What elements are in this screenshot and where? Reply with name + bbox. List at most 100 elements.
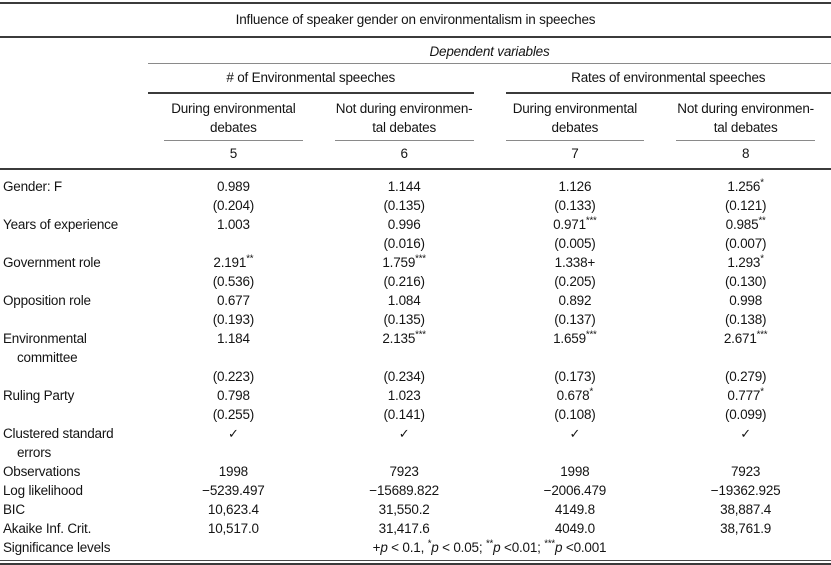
coefficient-value: 2.135***	[319, 329, 490, 367]
table-row: Opposition role 0.677 1.084 0.892 0.998	[0, 291, 831, 310]
standard-error: (0.135)	[319, 196, 490, 215]
standard-error: (0.108)	[490, 405, 661, 424]
checkmark-icon: ✓	[319, 424, 490, 462]
stat-value: 4049.0	[490, 519, 661, 538]
stat-value: −19362.925	[660, 481, 831, 500]
coefficient-value: 2.191**	[148, 253, 319, 272]
coefficient-value: 1.003	[148, 215, 319, 234]
column-number-cell: 6	[319, 139, 490, 169]
standard-error: (0.279)	[660, 367, 831, 386]
spacer-cell	[0, 234, 148, 253]
spacer-cell	[0, 94, 148, 139]
coefficient-value: 1.184	[148, 329, 319, 367]
standard-error-row: (0.016) (0.005) (0.007)	[0, 234, 831, 253]
coefficient-value: 2.671***	[660, 329, 831, 367]
standard-error-row: (0.255) (0.141) (0.108) (0.099)	[0, 405, 831, 424]
coefficient-value: 1.293*	[660, 253, 831, 272]
standard-error: (0.133)	[490, 196, 661, 215]
spacer-cell	[0, 139, 148, 169]
table-row: Log likelihood −5239.497 −15689.822 −200…	[0, 481, 831, 500]
table-row: Akaike Inf. Crit. 10,517.0 31,417.6 4049…	[0, 519, 831, 538]
coefficient-value: 1.084	[319, 291, 490, 310]
standard-error-row: (0.536) (0.216) (0.205) (0.130)	[0, 272, 831, 291]
column-number-8: 8	[676, 140, 815, 168]
standard-error: (0.141)	[319, 405, 490, 424]
standard-error: (0.536)	[148, 272, 319, 291]
column-number-7: 7	[506, 140, 645, 168]
row-label: Log likelihood	[0, 481, 148, 500]
results-table: Influence of speaker gender on environme…	[0, 4, 831, 561]
coefficient-value: 0.998	[660, 291, 831, 310]
coefficient-value: 1.659***	[490, 329, 661, 367]
stat-value: −15689.822	[319, 481, 490, 500]
coefficient-value: 1.338+	[490, 253, 661, 272]
coefficient-value: 0.678*	[490, 386, 661, 405]
coefficient-value: 0.892	[490, 291, 661, 310]
standard-error: (0.255)	[148, 405, 319, 424]
standard-error: (0.137)	[490, 310, 661, 329]
standard-error	[148, 234, 319, 253]
table-title-row: Influence of speaker gender on environme…	[0, 4, 831, 37]
coefficient-value: 0.985**	[660, 215, 831, 234]
significance-note: +p < 0.1, *p < 0.05; **p <0.01; ***p <0.…	[148, 538, 831, 561]
coefficient-value: 0.677	[148, 291, 319, 310]
group-header-counts: # of Environmental speeches	[148, 64, 490, 95]
row-label: Government role	[0, 253, 148, 272]
coefficient-value: 1.256*	[660, 169, 831, 196]
standard-error: (0.005)	[490, 234, 661, 253]
column-number-6: 6	[335, 140, 474, 168]
group-header-row: # of Environmental speeches Rates of env…	[0, 64, 831, 95]
table-row: Ruling Party 0.798 1.023 0.678* 0.777*	[0, 386, 831, 405]
group-header-counts-label: # of Environmental speeches	[148, 68, 474, 94]
dependent-variables-row: Dependent variables	[0, 37, 831, 64]
coefficient-value: 1.126	[490, 169, 661, 196]
standard-error: (0.099)	[660, 405, 831, 424]
standard-error: (0.173)	[490, 367, 661, 386]
standard-error: (0.135)	[319, 310, 490, 329]
dependent-variables-label: Dependent variables	[148, 37, 831, 64]
row-label: Ruling Party	[0, 386, 148, 405]
row-label: Gender: F	[0, 169, 148, 196]
standard-error: (0.016)	[319, 234, 490, 253]
spacer-cell	[0, 196, 148, 215]
column-number-5: 5	[164, 140, 303, 168]
spacer-cell	[0, 367, 148, 386]
stat-value: 10,623.4	[148, 500, 319, 519]
stat-value: −2006.479	[490, 481, 661, 500]
coefficient-value: 0.996	[319, 215, 490, 234]
column-header-7: During environmental debates	[490, 94, 661, 139]
row-label: BIC	[0, 500, 148, 519]
spacer-cell	[0, 310, 148, 329]
column-header-6: Not during environmen- tal debates	[319, 94, 490, 139]
column-header-5: During environmental debates	[148, 94, 319, 139]
column-header-row: During environmental debates Not during …	[0, 94, 831, 139]
stat-value: 10,517.0	[148, 519, 319, 538]
coefficient-value: 0.777*	[660, 386, 831, 405]
group-header-rates-label: Rates of environmental speeches	[506, 68, 831, 94]
standard-error-row: (0.223) (0.234) (0.173) (0.279)	[0, 367, 831, 386]
standard-error-row: (0.204) (0.135) (0.133) (0.121)	[0, 196, 831, 215]
column-number-row: 5 6 7 8	[0, 139, 831, 169]
column-header-8: Not during environmen- tal debates	[660, 94, 831, 139]
standard-error: (0.205)	[490, 272, 661, 291]
table-row: Government role 2.191** 1.759*** 1.338+ …	[0, 253, 831, 272]
stat-value: 1998	[148, 462, 319, 481]
spacer-cell	[0, 405, 148, 424]
row-label: Environmental committee	[0, 329, 148, 367]
coefficient-value: 0.798	[148, 386, 319, 405]
significance-row: Significance levels +p < 0.1, *p < 0.05;…	[0, 538, 831, 561]
standard-error: (0.216)	[319, 272, 490, 291]
checkmark-icon: ✓	[660, 424, 831, 462]
table-row: Clustered standard errors ✓ ✓ ✓ ✓	[0, 424, 831, 462]
stat-value: 31,417.6	[319, 519, 490, 538]
standard-error: (0.121)	[660, 196, 831, 215]
stat-value: −5239.497	[148, 481, 319, 500]
coefficient-value: 1.144	[319, 169, 490, 196]
coefficient-value: 0.971***	[490, 215, 661, 234]
row-label: Clustered standard errors	[0, 424, 148, 462]
stat-value: 7923	[660, 462, 831, 481]
standard-error-row: (0.193) (0.135) (0.137) (0.138)	[0, 310, 831, 329]
table-row: BIC 10,623.4 31,550.2 4149.8 38,887.4	[0, 500, 831, 519]
coefficient-value: 1.759***	[319, 253, 490, 272]
standard-error: (0.234)	[319, 367, 490, 386]
